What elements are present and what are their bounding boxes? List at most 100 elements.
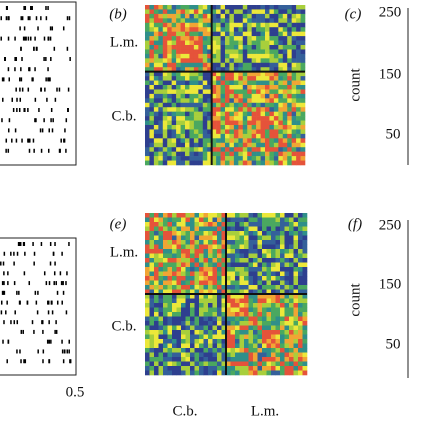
heatmap-cell — [225, 18, 230, 24]
heatmap-cell — [190, 316, 195, 322]
heatmap-cell — [199, 231, 204, 236]
heatmap-cell — [247, 80, 252, 86]
spike — [43, 57, 45, 61]
heatmap-cell — [149, 316, 155, 322]
heatmap-cell — [199, 253, 204, 259]
heatmap-cell — [296, 76, 301, 81]
heatmap-cell — [291, 133, 297, 139]
heatmap-cell — [298, 262, 303, 268]
heatmap-cell — [167, 133, 172, 139]
heatmap-cell — [217, 235, 222, 241]
heatmap-cell — [291, 147, 297, 152]
heatmap-cell — [298, 294, 303, 299]
heatmap-cell — [233, 40, 239, 46]
spike — [16, 251, 19, 256]
heatmap-cell — [282, 49, 288, 55]
heatmap-cell — [154, 280, 159, 286]
heatmap-cell — [207, 89, 212, 95]
heatmap-cell — [300, 18, 306, 24]
heatmap-cell — [180, 102, 186, 108]
heatmap-cell — [230, 262, 236, 268]
heatmap-cell — [212, 213, 218, 218]
heatmap-cell — [153, 67, 159, 72]
heatmap-cell — [291, 98, 297, 104]
heatmap-cell — [269, 71, 275, 77]
heatmap-cell — [238, 89, 244, 95]
heatmap-cell — [158, 138, 164, 144]
heatmap-cell — [260, 71, 266, 77]
heatmap-cell — [172, 249, 177, 254]
heatmap-cell — [233, 18, 239, 24]
spike — [56, 87, 58, 92]
heatmap-cell — [287, 36, 292, 41]
heatmap-cell — [269, 18, 275, 24]
heatmap-cell — [172, 231, 177, 236]
heatmap-cell — [291, 151, 297, 157]
heatmap-cell — [185, 289, 191, 295]
heatmap-cell — [145, 85, 150, 90]
heatmap-cell — [189, 27, 195, 32]
spike — [23, 26, 26, 31]
spike — [36, 310, 39, 315]
heatmap-cell — [181, 294, 186, 299]
heatmap-cell — [293, 366, 299, 371]
heatmap-cell — [181, 213, 186, 218]
heatmap-cell — [253, 267, 258, 272]
heatmap-cell — [216, 116, 221, 121]
heatmap-cell — [180, 45, 186, 50]
heatmap-cell — [275, 298, 281, 304]
heatmap-cell — [233, 27, 239, 32]
heatmap-cell — [284, 357, 290, 362]
spike — [13, 320, 16, 325]
heatmap-cell — [289, 312, 294, 317]
heatmap-cell — [262, 316, 267, 322]
heatmap-cell — [221, 244, 227, 250]
spike — [19, 349, 21, 354]
heatmap-cell — [287, 27, 292, 32]
heatmap-cell — [167, 330, 173, 335]
heatmap-cell — [296, 125, 301, 130]
heatmap-cell — [242, 133, 248, 139]
heatmap-cell — [216, 76, 221, 81]
heatmap-cell — [162, 156, 168, 161]
heatmap-cell — [163, 217, 168, 223]
heatmap-cell — [203, 352, 209, 358]
heatmap-cell — [158, 276, 164, 281]
heatmap-cell — [248, 235, 254, 241]
heatmap-cell — [176, 298, 182, 304]
heatmap-cell — [253, 240, 258, 245]
heatmap-cell — [199, 249, 204, 254]
spike — [56, 290, 59, 295]
heatmap-cell — [235, 330, 240, 335]
heatmap-cell — [171, 133, 177, 139]
heatmap-cell — [181, 325, 186, 331]
heatmap-cell — [216, 45, 221, 50]
heatmap-cell — [158, 9, 164, 15]
heatmap-cell — [167, 62, 172, 68]
heatmap-cell — [185, 160, 190, 166]
heatmap-cell — [248, 357, 254, 362]
heatmap-cell — [260, 116, 266, 121]
heatmap-cell — [271, 253, 276, 259]
heatmap-cell — [194, 307, 200, 313]
heatmap-cell — [176, 249, 182, 254]
heatmap-cell — [269, 116, 275, 121]
heatmap-cell — [298, 222, 303, 227]
heatmap-cell — [198, 62, 204, 68]
heatmap-cell — [230, 370, 236, 376]
spike — [67, 108, 69, 112]
heatmap-cell — [256, 58, 261, 64]
heatmap-cell — [226, 294, 231, 299]
heatmap-cell — [282, 89, 288, 95]
heatmap-cell — [265, 31, 270, 37]
heatmap-cell — [216, 107, 221, 112]
heatmap-cell — [251, 67, 257, 72]
heatmap-cell — [158, 294, 164, 299]
heatmap-cell — [194, 325, 200, 331]
heatmap-cell — [162, 85, 168, 90]
heatmap-cell — [217, 276, 222, 281]
heatmap-cell — [242, 125, 248, 130]
heatmap-cell — [275, 258, 281, 263]
heatmap-cell — [207, 31, 212, 37]
heatmap-cell — [211, 53, 217, 59]
